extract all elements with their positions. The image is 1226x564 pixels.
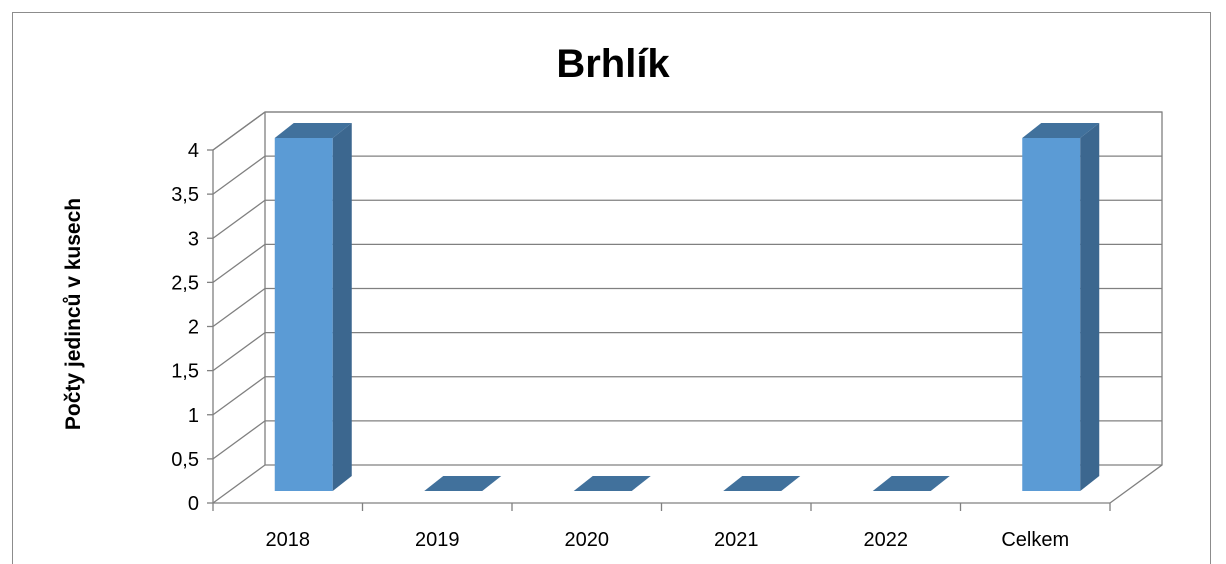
y-tick-label: 3 (188, 228, 199, 250)
y-tick-label: 3,5 (171, 184, 199, 206)
axes (207, 149, 1111, 511)
gridline-side (212, 420, 266, 460)
gridlines (212, 111, 1162, 504)
x-tick-label: 2021 (714, 529, 759, 551)
gridline-side (212, 243, 266, 283)
y-tick-label: 0 (188, 493, 199, 515)
y-tick-label: 0,5 (171, 449, 199, 471)
gridline-side (212, 155, 266, 195)
x-tick-label: 2019 (415, 529, 460, 551)
bar-front (1022, 138, 1081, 491)
bar-2022 (872, 476, 950, 491)
bar-2021 (723, 476, 801, 491)
bar-top (424, 476, 502, 491)
gridline-side (212, 111, 266, 151)
bars (274, 123, 1100, 491)
bar-top (1022, 123, 1100, 138)
y-tick-label: 4 (188, 140, 199, 162)
bar-side (332, 123, 352, 491)
y-tick-label: 2,5 (171, 272, 199, 294)
bar-top (872, 476, 950, 491)
x-ticks: 2018 2019 2020 2021 2022 Celkem (266, 529, 1070, 551)
chart-title: Brhlík (556, 42, 670, 86)
gridline-side (212, 376, 266, 416)
gridline-side (212, 464, 266, 504)
bar-2018 (274, 123, 352, 491)
bar-top (723, 476, 801, 491)
bar-top (274, 123, 352, 138)
bar-side (1080, 123, 1100, 491)
y-tick-label: 1 (188, 405, 199, 427)
wall-outline (212, 111, 1163, 504)
bar-Celkem (1022, 123, 1100, 491)
x-tick-label: 2018 (266, 529, 311, 551)
bar-2019 (424, 476, 502, 491)
y-tick-label: 2 (188, 317, 199, 339)
bar-front (274, 138, 333, 491)
bar-top (573, 476, 651, 491)
bar-2020 (573, 476, 651, 491)
gridline-side (212, 332, 266, 372)
y-ticks: 0 0,5 1 1,5 2 2,5 3 3,5 4 (171, 140, 199, 515)
x-tick-label: 2020 (565, 529, 610, 551)
gridline-side (212, 287, 266, 328)
x-tick-label: Celkem (1001, 529, 1069, 551)
plot-walls (212, 111, 1163, 504)
x-tick-label: 2022 (864, 529, 909, 551)
gridline-side (212, 199, 266, 239)
y-tick-label: 1,5 (171, 361, 199, 383)
